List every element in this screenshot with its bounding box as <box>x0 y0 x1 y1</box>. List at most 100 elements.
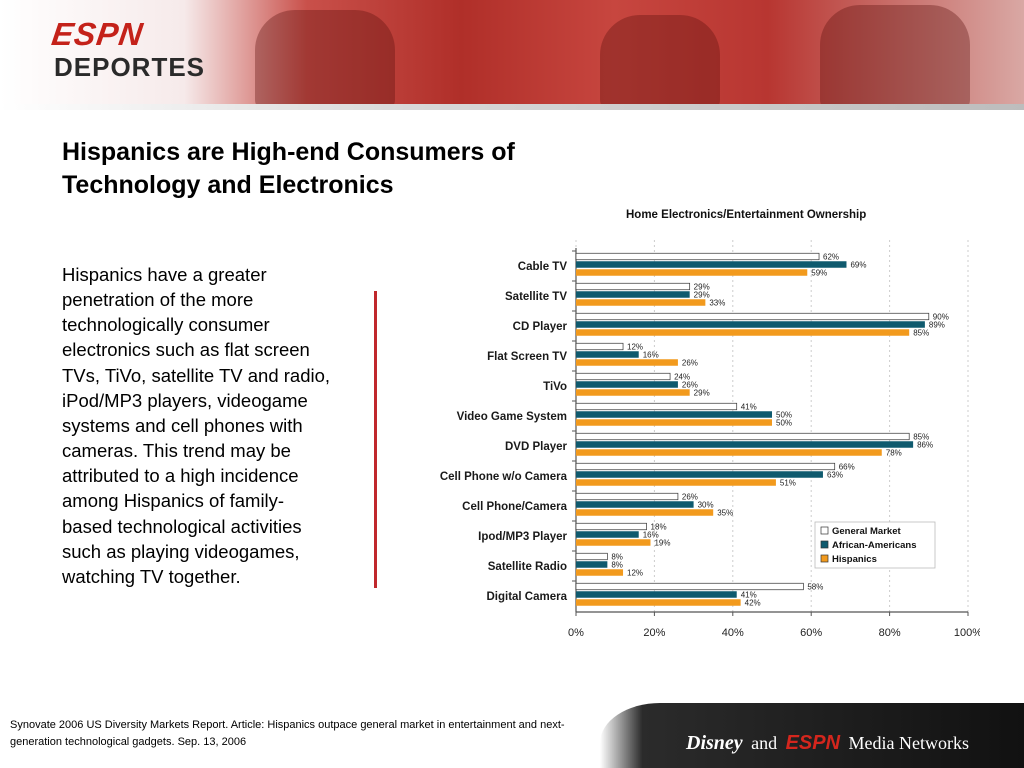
category-label: Cable TV <box>518 261 568 273</box>
category-label: Satellite TV <box>505 291 567 303</box>
category-label: Flat Screen TV <box>487 351 567 363</box>
bar <box>575 402 738 411</box>
brand-espn: ESPN <box>785 732 841 754</box>
data-label: 26% <box>682 492 698 501</box>
category-label: Digital Camera <box>486 591 567 603</box>
legend-swatch <box>820 540 829 549</box>
data-label: 66% <box>839 462 855 471</box>
bar <box>575 462 836 471</box>
bar <box>576 539 651 546</box>
chart-title: Home Electronics/Entertainment Ownership <box>626 209 866 221</box>
data-label: 50% <box>776 410 792 419</box>
data-label: 51% <box>780 478 796 487</box>
data-label: 8% <box>611 552 623 561</box>
logo-espn-text: ESPN <box>49 16 146 52</box>
logo-deportes-text: DEPORTES <box>54 52 206 82</box>
legend-label: General Market <box>832 526 901 537</box>
x-tick-label: 0% <box>568 627 584 639</box>
bar <box>576 329 910 336</box>
data-label: 30% <box>698 500 714 509</box>
bar <box>575 372 671 381</box>
category-label: Satellite Radio <box>488 561 567 573</box>
category-label: CD Player <box>513 321 568 333</box>
data-label: 90% <box>933 312 949 321</box>
disney-espn-media-networks-logo: Disney and ESPN Media Networks <box>686 732 969 755</box>
bar <box>576 411 772 418</box>
data-label: 62% <box>823 252 839 261</box>
bar <box>576 359 678 366</box>
data-label: 26% <box>682 358 698 367</box>
x-tick-label: 40% <box>722 627 744 639</box>
data-label: 29% <box>694 388 710 397</box>
bar <box>575 492 679 501</box>
bar <box>576 299 706 306</box>
bar <box>575 342 624 351</box>
bar <box>576 599 741 606</box>
bar <box>575 252 820 261</box>
bar <box>576 591 737 598</box>
data-label: 19% <box>654 538 670 547</box>
data-label: 24% <box>674 372 690 381</box>
bar <box>576 351 639 358</box>
bar <box>576 569 624 576</box>
bar <box>576 381 678 388</box>
source-note: Synovate 2006 US Diversity Markets Repor… <box>10 719 565 748</box>
data-label: 26% <box>682 380 698 389</box>
bar <box>576 389 690 396</box>
legend-box <box>814 521 936 569</box>
bar <box>576 509 714 516</box>
bar <box>575 432 910 441</box>
legend-label: Hispanics <box>832 554 877 565</box>
data-label: 16% <box>643 530 659 539</box>
brand-and: and <box>751 733 778 753</box>
bar <box>576 291 690 298</box>
bar <box>575 582 804 591</box>
data-label: 78% <box>886 448 902 457</box>
bar <box>576 561 608 568</box>
bar <box>576 441 914 448</box>
x-tick-label: 100% <box>954 627 980 639</box>
brand-disney: Disney <box>686 732 743 754</box>
category-label: Video Game System <box>457 411 567 423</box>
bar <box>576 449 882 456</box>
data-label: 85% <box>913 328 929 337</box>
data-label: 86% <box>917 440 933 449</box>
espn-deportes-logo: ESPN DEPORTES <box>49 16 206 84</box>
data-label: 16% <box>643 350 659 359</box>
bar <box>576 261 847 268</box>
data-label: 33% <box>709 298 725 307</box>
x-tick-label: 80% <box>879 627 901 639</box>
legend-swatch <box>820 526 829 535</box>
x-tick-label: 60% <box>800 627 822 639</box>
bar <box>575 312 930 321</box>
footer-band <box>600 703 1024 768</box>
bar <box>576 501 694 508</box>
data-label: 63% <box>827 470 843 479</box>
data-label: 69% <box>850 260 866 269</box>
data-label: 35% <box>717 508 733 517</box>
bar <box>576 419 772 426</box>
category-label: TiVo <box>543 381 567 393</box>
data-label: 29% <box>694 282 710 291</box>
banner-photo-batter <box>820 5 970 110</box>
ownership-chart: Home Electronics/Entertainment Ownership… <box>440 209 980 639</box>
bar <box>576 531 639 538</box>
bar <box>575 522 647 531</box>
legend-label: African-Americans <box>832 540 916 551</box>
data-label: 29% <box>694 290 710 299</box>
data-label: 8% <box>611 560 623 569</box>
data-label: 12% <box>627 568 643 577</box>
category-label: DVD Player <box>505 441 568 453</box>
data-label: 18% <box>651 522 667 531</box>
data-label: 58% <box>807 582 823 591</box>
data-label: 41% <box>741 402 757 411</box>
category-label: Ipod/MP3 Player <box>478 531 567 543</box>
data-label: 12% <box>627 342 643 351</box>
data-label: 85% <box>913 432 929 441</box>
slide-body-text: Hispanics have a greater penetration of … <box>62 264 331 587</box>
bar <box>576 269 808 276</box>
data-label: 41% <box>741 590 757 599</box>
bar <box>575 282 691 291</box>
banner-photo-pitcher <box>255 10 395 110</box>
category-label: Cell Phone/Camera <box>462 501 567 513</box>
